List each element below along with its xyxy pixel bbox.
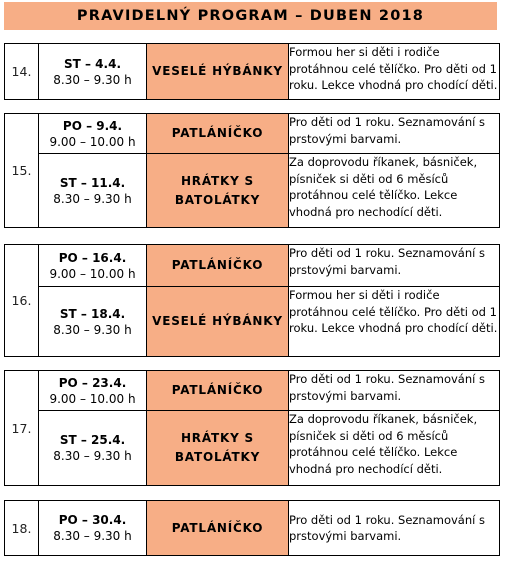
event-description: Za doprovodu říkanek, básniček, písniček… [288,153,500,228]
week-number: 18. [4,500,39,556]
event-description: Formou her si děti i rodiče protáhnou ce… [288,43,500,100]
event-day: ST – 4.4. [64,56,121,71]
event-description: Za doprovodu říkanek, básniček, písniček… [288,410,500,486]
week-table: 15. PO – 9.4. 9.00 – 10.00 h PATLÁNÍČKO … [4,113,500,228]
event-day: ST – 25.4. [59,433,126,447]
event-row: ST – 11.4. 8.30 – 9.30 h HRÁTKY S BATOLÁ… [5,153,500,228]
week-number: 14. [4,43,39,100]
week-number: 15. [4,113,39,228]
week-table: 16. PO – 16.4. 9.00 – 10.00 h PATLÁNÍČKO… [4,244,500,357]
event-description: Formou her si děti i rodiče protáhnou ce… [288,286,500,357]
event-day: PO – 16.4. [58,250,127,265]
event-date: PO – 16.4. 9.00 – 10.00 h [38,244,147,287]
event-date: PO – 30.4. 8.30 – 9.30 h [38,500,147,556]
event-program: PATLÁNÍČKO [146,370,289,411]
event-row: 17. PO – 23.4. 9.00 – 10.00 h PATLÁNÍČKO… [4,370,500,486]
event-day: PO – 9.4. [62,118,123,133]
event-row: 15. PO – 9.4. 9.00 – 10.00 h PATLÁNÍČKO … [4,113,500,228]
title-bar: PRAVIDELNÝ PROGRAM – DUBEN 2018 [4,2,497,30]
event-time: 9.00 – 10.00 h [49,134,136,149]
event-description: Pro děti od 1 roku. Seznamování s prstov… [288,500,500,556]
week-number: 16. [4,244,39,357]
week-table: 17. PO – 23.4. 9.00 – 10.00 h PATLÁNÍČKO… [4,370,500,486]
program-name: PATLÁNÍČKO [171,520,264,535]
event-date: PO – 9.4. 9.00 – 10.00 h [38,113,147,154]
event-row: 14. ST – 4.4. 8.30 – 9.30 h VESELÉ HÝBÁN… [4,43,500,100]
event-row: ST – 18.4. 8.30 – 9.30 h VESELÉ HÝBÁNKY … [5,286,500,357]
event-row: 18. PO – 30.4. 8.30 – 9.30 h PATLÁNÍČKO … [4,500,500,556]
program-name: VESELÉ HÝBÁNKY [152,314,283,328]
event-time: 8.30 – 9.30 h [53,191,132,206]
week-table: 14. ST – 4.4. 8.30 – 9.30 h VESELÉ HÝBÁN… [4,43,500,100]
program-name: PATLÁNÍČKO [171,258,264,272]
program-name: HRÁTKY S BATOLÁTKY [174,173,261,207]
event-time: 8.30 – 9.30 h [53,72,132,87]
event-date: PO – 23.4. 9.00 – 10.00 h [38,370,147,411]
event-description: Pro děti od 1 roku. Seznamování s prstov… [288,113,500,154]
program-name: PATLÁNÍČKO [171,383,264,397]
event-program: HRÁTKY S BATOLÁTKY [146,410,289,486]
event-time: 9.00 – 10.00 h [49,391,136,406]
event-date: ST – 4.4. 8.30 – 9.30 h [38,43,147,100]
event-day: ST – 18.4. [59,306,126,321]
event-time: 8.30 – 9.30 h [53,449,132,463]
event-description: Pro děti od 1 roku. Seznamování s prstov… [288,370,500,411]
event-program: PATLÁNÍČKO [146,113,289,154]
event-date: ST – 11.4. 8.30 – 9.30 h [38,153,147,228]
page-title: PRAVIDELNÝ PROGRAM – DUBEN 2018 [76,8,425,24]
event-program: PATLÁNÍČKO [146,500,289,556]
event-program: VESELÉ HÝBÁNKY [146,286,289,357]
program-name: VESELÉ HÝBÁNKY [152,64,283,78]
event-time: 8.30 – 9.30 h [53,322,132,337]
event-time: 9.00 – 10.00 h [49,266,136,281]
event-day: PO – 30.4. [58,513,127,527]
program-name: PATLÁNÍČKO [171,126,264,140]
event-row: ST – 25.4. 8.30 – 9.30 h HRÁTKY S BATOLÁ… [5,410,500,486]
event-program: HRÁTKY S BATOLÁTKY [146,153,289,228]
event-time: 8.30 – 9.30 h [53,529,132,543]
event-program: VESELÉ HÝBÁNKY [146,43,289,100]
event-date: ST – 25.4. 8.30 – 9.30 h [38,410,147,486]
event-day: PO – 23.4. [58,375,127,390]
event-date: ST – 18.4. 8.30 – 9.30 h [38,286,147,357]
program-name: HRÁTKY S BATOLÁTKY [174,431,261,464]
event-description: Pro děti od 1 roku. Seznamování s prstov… [288,244,500,287]
event-day: ST – 11.4. [59,175,126,190]
event-program: PATLÁNÍČKO [146,244,289,287]
event-row: 16. PO – 16.4. 9.00 – 10.00 h PATLÁNÍČKO… [4,244,500,357]
week-number: 17. [4,370,39,486]
week-table: 18. PO – 30.4. 8.30 – 9.30 h PATLÁNÍČKO … [4,500,500,556]
